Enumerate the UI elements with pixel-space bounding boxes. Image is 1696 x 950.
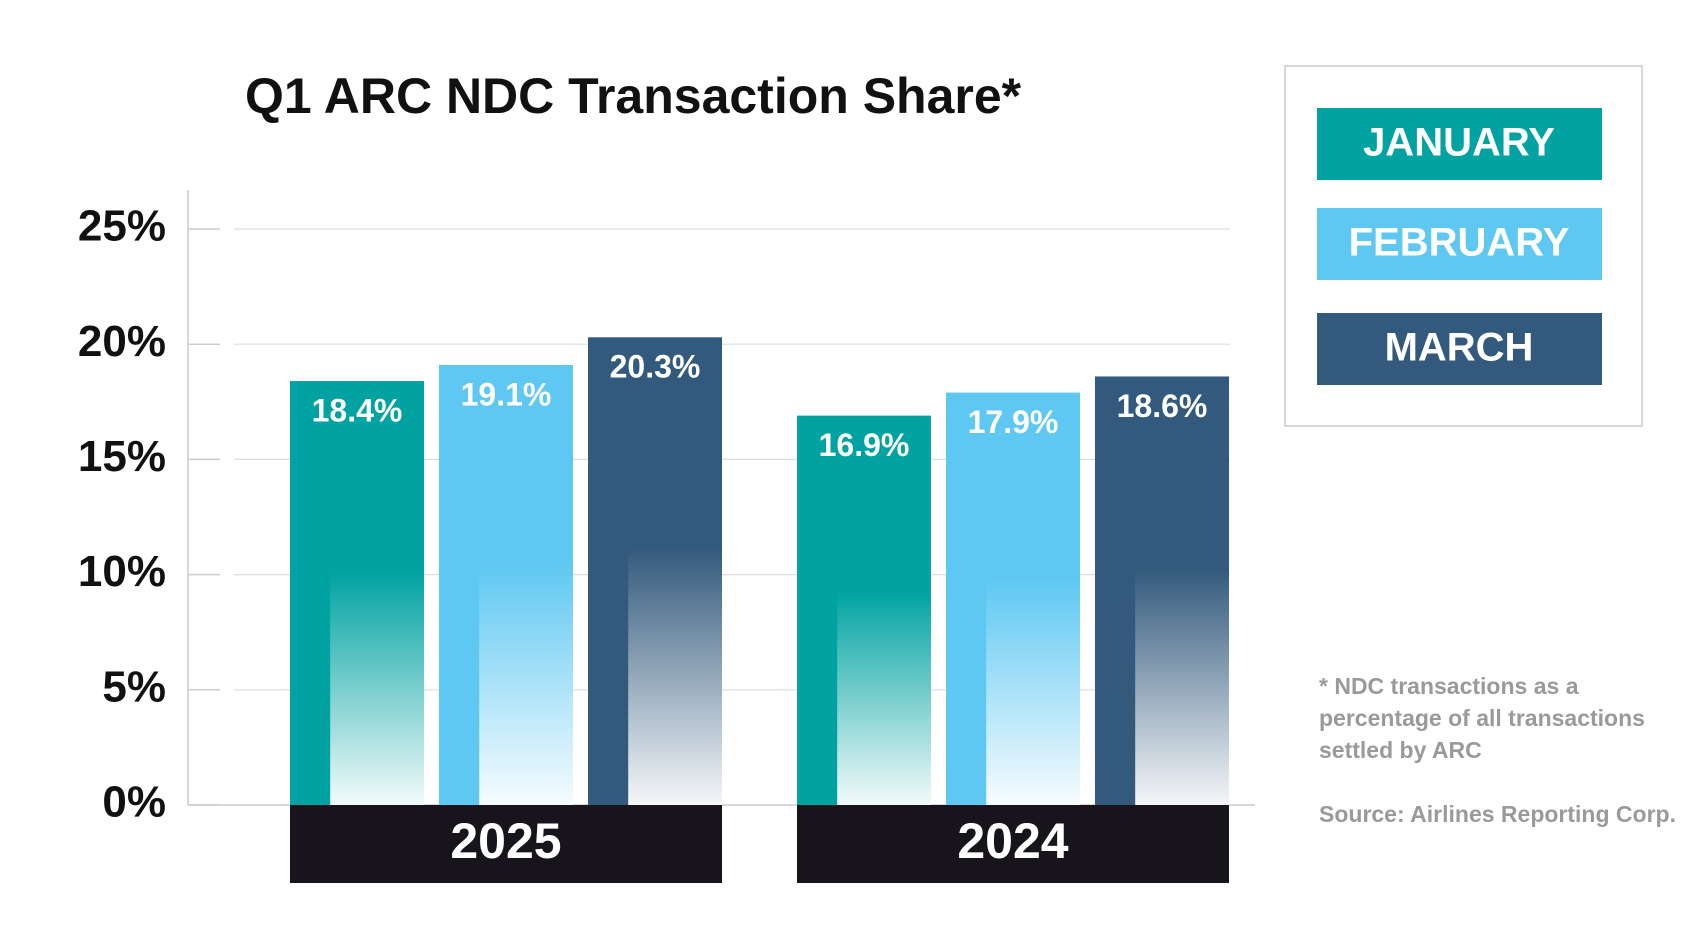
legend-swatch <box>1317 208 1602 280</box>
value-label: 16.9% <box>819 427 910 463</box>
category-box <box>797 805 1229 883</box>
bar-shade <box>479 562 573 805</box>
y-tick-label: 25% <box>78 202 166 251</box>
legend-swatch <box>1317 313 1602 385</box>
legend-label: JANUARY <box>1363 121 1555 165</box>
value-label: 19.1% <box>461 376 552 412</box>
x-tick-label: 2024 <box>957 813 1068 869</box>
bar-shade <box>330 571 424 805</box>
category-box <box>290 805 722 883</box>
bar-shade <box>986 578 1080 805</box>
bar-shade <box>837 590 931 805</box>
y-tick-label: 20% <box>78 317 166 366</box>
y-tick-label: 5% <box>102 662 166 711</box>
value-label: 18.6% <box>1117 388 1208 424</box>
y-tick-label: 10% <box>78 547 166 596</box>
y-tick-label: 15% <box>78 432 166 481</box>
bar-shade <box>628 547 722 805</box>
x-tick-label: 2025 <box>450 813 561 869</box>
legend-label: MARCH <box>1385 326 1534 370</box>
chart-title: Q1 ARC NDC Transaction Share* <box>245 68 1022 124</box>
legend-label: FEBRUARY <box>1349 221 1570 265</box>
source: Source: Airlines Reporting Corp. <box>1319 801 1676 827</box>
value-label: 20.3% <box>610 349 701 385</box>
value-label: 18.4% <box>312 393 403 429</box>
footnote: * NDC transactions as a percentage of al… <box>1319 673 1645 763</box>
value-label: 17.9% <box>968 404 1059 440</box>
y-tick-label: 0% <box>102 778 166 827</box>
legend-swatch <box>1317 108 1602 180</box>
bar-shade <box>1135 569 1229 805</box>
